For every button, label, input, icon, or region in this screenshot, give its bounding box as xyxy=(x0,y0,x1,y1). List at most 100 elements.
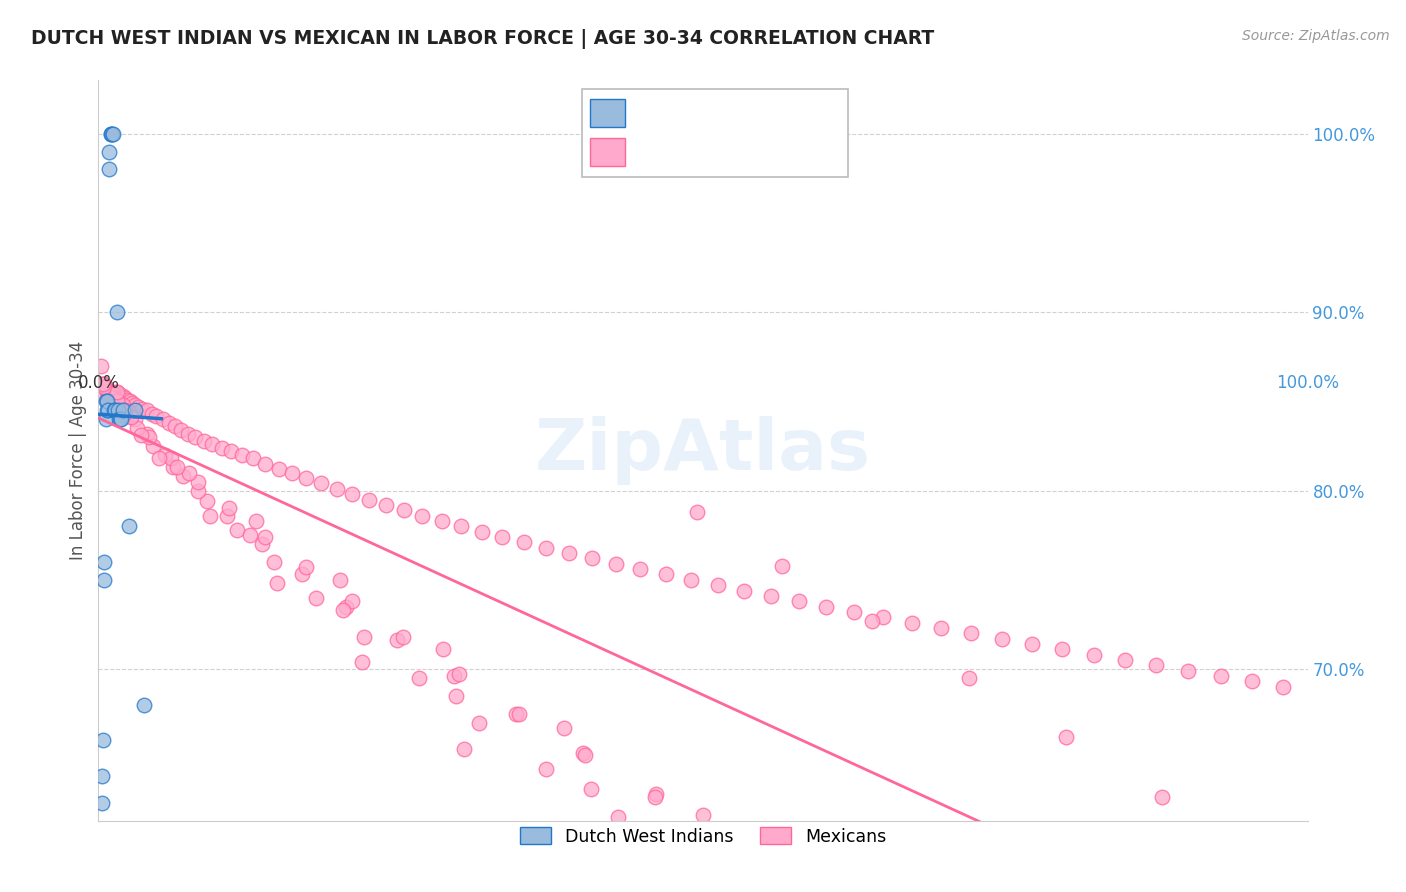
Point xyxy=(153,448,176,462)
Point xyxy=(267,462,290,476)
Point xyxy=(160,451,183,466)
Point xyxy=(342,487,364,501)
Point xyxy=(254,530,277,544)
Point xyxy=(309,476,332,491)
Point xyxy=(453,742,475,756)
Point xyxy=(98,391,121,405)
Legend: Dutch West Indians, Mexicans: Dutch West Indians, Mexicans xyxy=(513,821,893,853)
Point xyxy=(105,305,128,319)
Point xyxy=(450,519,472,533)
Point xyxy=(692,808,714,822)
Point xyxy=(93,380,115,394)
Point xyxy=(117,392,139,407)
Point xyxy=(211,441,233,455)
Point xyxy=(107,403,129,417)
Point xyxy=(96,384,118,398)
Point xyxy=(723,830,745,844)
Point xyxy=(118,519,141,533)
Point xyxy=(239,528,262,542)
Point xyxy=(468,715,491,730)
Point xyxy=(108,387,131,401)
Point xyxy=(353,630,375,644)
Point xyxy=(329,573,352,587)
Point xyxy=(534,541,557,555)
Point xyxy=(91,376,114,391)
Point xyxy=(91,376,114,391)
Point xyxy=(408,671,430,685)
Point xyxy=(581,551,603,566)
Point xyxy=(100,385,122,400)
Point xyxy=(263,555,285,569)
Point xyxy=(385,633,408,648)
Point xyxy=(605,557,627,571)
Point xyxy=(305,591,328,605)
Point xyxy=(446,689,468,703)
Point xyxy=(93,573,115,587)
Point xyxy=(104,403,127,417)
Point xyxy=(127,421,149,435)
Point xyxy=(579,781,602,796)
Point xyxy=(574,747,596,762)
Point xyxy=(534,762,557,776)
Point xyxy=(100,389,122,403)
Point xyxy=(1050,642,1073,657)
Point xyxy=(242,451,264,466)
Point xyxy=(226,523,249,537)
Point xyxy=(141,407,163,421)
Point xyxy=(799,881,821,892)
Point xyxy=(152,412,174,426)
Point xyxy=(332,603,354,617)
Point xyxy=(108,401,131,416)
Point xyxy=(960,626,983,640)
Point xyxy=(553,721,575,735)
Point xyxy=(100,127,122,141)
Point xyxy=(91,796,114,810)
Point xyxy=(162,460,184,475)
Point xyxy=(104,391,127,405)
Point xyxy=(91,385,114,400)
Point xyxy=(94,412,117,426)
Point xyxy=(135,403,157,417)
Point xyxy=(97,385,120,400)
Point xyxy=(198,508,221,523)
Point xyxy=(138,430,160,444)
Point xyxy=(375,498,398,512)
Point xyxy=(97,387,120,401)
Point xyxy=(654,567,676,582)
Point xyxy=(471,524,494,539)
Text: DUTCH WEST INDIAN VS MEXICAN IN LABOR FORCE | AGE 30-34 CORRELATION CHART: DUTCH WEST INDIAN VS MEXICAN IN LABOR FO… xyxy=(31,29,934,48)
Point xyxy=(844,605,866,619)
Text: 100.0%: 100.0% xyxy=(1277,375,1339,392)
Point xyxy=(295,560,318,574)
Point xyxy=(145,409,167,423)
Point xyxy=(110,391,132,405)
Point xyxy=(359,492,381,507)
Point xyxy=(193,434,215,448)
Point xyxy=(100,391,122,405)
Point xyxy=(97,403,120,417)
Point xyxy=(103,387,125,401)
Point xyxy=(231,448,253,462)
Point xyxy=(94,394,117,409)
Point xyxy=(350,655,373,669)
Point xyxy=(607,810,630,824)
Point xyxy=(120,410,142,425)
Point xyxy=(135,426,157,441)
Point xyxy=(266,576,288,591)
Point xyxy=(112,407,135,421)
Point xyxy=(93,555,115,569)
Point xyxy=(1240,674,1263,689)
Point xyxy=(134,698,156,712)
Point xyxy=(1152,790,1174,805)
Point xyxy=(108,389,131,403)
Point xyxy=(571,838,593,853)
Point xyxy=(142,439,165,453)
Point xyxy=(111,389,134,403)
Point xyxy=(121,396,143,410)
Point xyxy=(572,746,595,760)
Point xyxy=(105,394,128,409)
Point xyxy=(104,389,127,403)
Text: 0.0%: 0.0% xyxy=(77,375,120,392)
Point xyxy=(98,145,121,159)
Point xyxy=(91,769,114,783)
